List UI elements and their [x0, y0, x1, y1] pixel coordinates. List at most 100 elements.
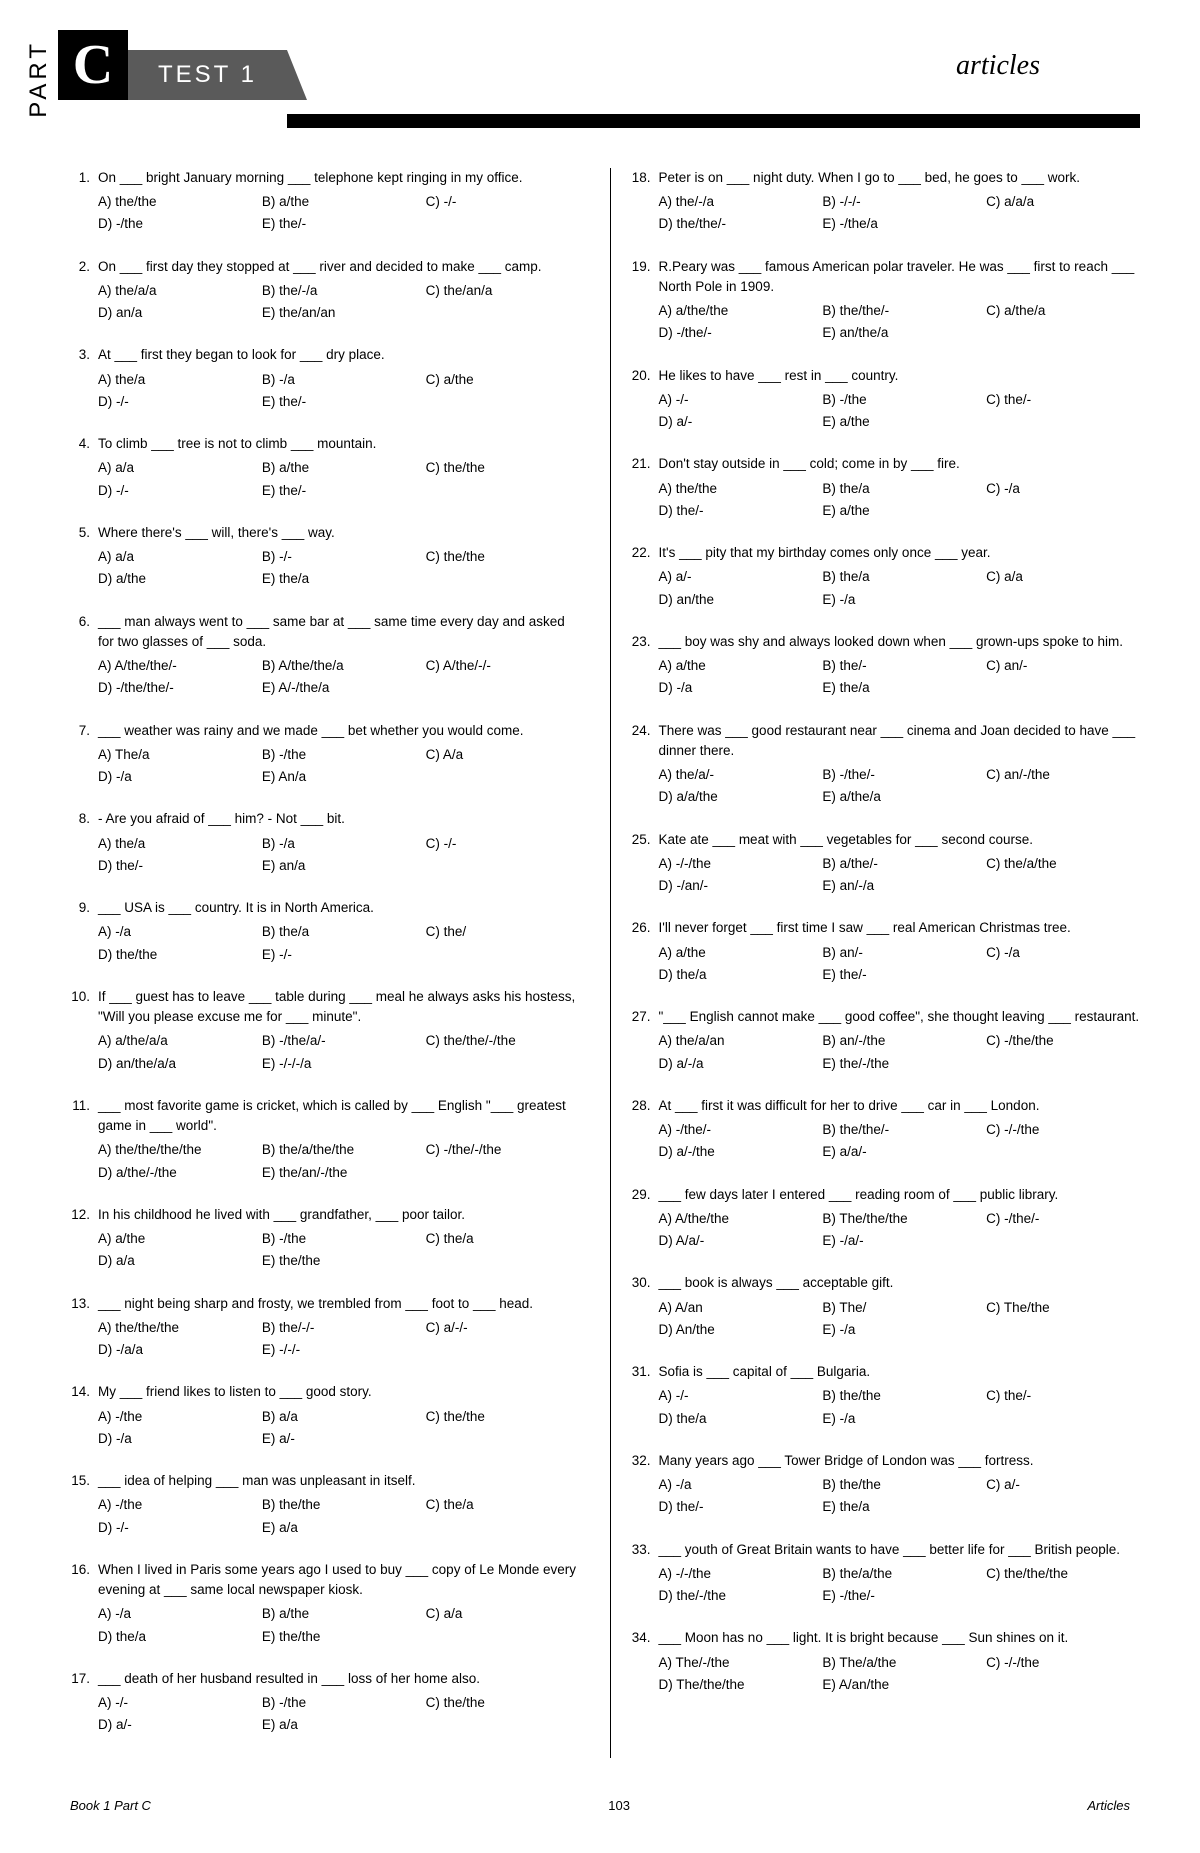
option: E) a/the — [822, 501, 976, 521]
question-number: 18. — [631, 168, 659, 235]
question-prompt: At ___ first it was difficult for her to… — [659, 1096, 1141, 1116]
question-number: 34. — [631, 1628, 659, 1695]
option: E) -/the/- — [822, 1586, 976, 1606]
option: A) the/the/the — [98, 1318, 252, 1338]
question: 22.It's ___ pity that my birthday comes … — [631, 543, 1141, 610]
option: E) An/a — [262, 767, 416, 787]
option: B) the/the — [822, 1386, 976, 1406]
option: A) a/a — [98, 458, 252, 478]
question: 21.Don't stay outside in ___ cold; come … — [631, 454, 1141, 521]
option: A) -/a — [659, 1475, 813, 1495]
options-grid: A) -/aB) the/aC) the/D) the/theE) -/- — [98, 922, 580, 965]
option: E) a/the/a — [822, 787, 976, 807]
options-grid: A) the/a/aB) the/-/aC) the/an/aD) an/aE)… — [98, 281, 580, 324]
question: 33.___ youth of Great Britain wants to h… — [631, 1540, 1141, 1607]
option: C) -/the/the — [986, 1031, 1140, 1051]
option: B) a/the/- — [822, 854, 976, 874]
question-body: In his childhood he lived with ___ grand… — [98, 1205, 580, 1272]
option: E) the/- — [822, 965, 976, 985]
option: C) The/the — [986, 1298, 1140, 1318]
question-prompt: ___ USA is ___ country. It is in North A… — [98, 898, 580, 918]
option: E) -/-/-/a — [262, 1054, 416, 1074]
content-columns: 1.On ___ bright January morning ___ tele… — [70, 168, 1140, 1758]
options-grid: A) -/-B) the/theC) the/-D) the/aE) -/a — [659, 1386, 1141, 1429]
left-column: 1.On ___ bright January morning ___ tele… — [70, 168, 580, 1758]
question-prompt: "___ English cannot make ___ good coffee… — [659, 1007, 1141, 1027]
option: C) the/the/-/the — [426, 1031, 580, 1051]
options-grid: A) -/-B) -/theC) the/-D) a/-E) a/the — [659, 390, 1141, 433]
option: A) the/a/an — [659, 1031, 813, 1051]
question-body: I'll never forget ___ first time I saw _… — [659, 918, 1141, 985]
question: 25.Kate ate ___ meat with ___ vegetables… — [631, 830, 1141, 897]
option: B) -/the — [822, 390, 976, 410]
question: 4.To climb ___ tree is not to climb ___ … — [70, 434, 580, 501]
option: D) -/the/- — [659, 323, 813, 343]
test-title: TEST 1 — [128, 50, 287, 100]
option: E) an/a — [262, 856, 416, 876]
option: B) the/a/the/the — [262, 1140, 416, 1160]
option: D) a/-/the — [659, 1142, 813, 1162]
question-prompt: ___ boy was shy and always looked down w… — [659, 632, 1141, 652]
question: 14.My ___ friend likes to listen to ___ … — [70, 1382, 580, 1449]
question-prompt: ___ night being sharp and frosty, we tre… — [98, 1294, 580, 1314]
question-body: If ___ guest has to leave ___ table duri… — [98, 987, 580, 1074]
question: 2.On ___ first day they stopped at ___ r… — [70, 257, 580, 324]
option: C) the/a — [426, 1495, 580, 1515]
question-prompt: ___ death of her husband resulted in ___… — [98, 1669, 580, 1689]
question-prompt: ___ few days later I entered ___ reading… — [659, 1185, 1141, 1205]
question-body: Where there's ___ will, there's ___ way.… — [98, 523, 580, 590]
option: E) the/- — [262, 481, 416, 501]
option: C) the/the — [426, 1693, 580, 1713]
question-number: 23. — [631, 632, 659, 699]
question-prompt: At ___ first they began to look for ___ … — [98, 345, 580, 365]
option: C) the/- — [986, 390, 1140, 410]
question-number: 12. — [70, 1205, 98, 1272]
option: A) -/- — [98, 1693, 252, 1713]
option: B) the/a — [262, 922, 416, 942]
footer-left: Book 1 Part C — [70, 1798, 151, 1813]
question-body: When I lived in Paris some years ago I u… — [98, 1560, 580, 1647]
question: 1.On ___ bright January morning ___ tele… — [70, 168, 580, 235]
question-body: There was ___ good restaurant near ___ c… — [659, 721, 1141, 808]
question-number: 5. — [70, 523, 98, 590]
option: D) the/the/- — [659, 214, 813, 234]
option: A) -/-/the — [659, 854, 813, 874]
options-grid: A) a/aB) a/theC) the/theD) -/-E) the/- — [98, 458, 580, 501]
option: A) -/the/- — [659, 1120, 813, 1140]
options-grid: A) -/-/theB) the/a/theC) the/the/theD) t… — [659, 1564, 1141, 1607]
question-number: 1. — [70, 168, 98, 235]
question-number: 11. — [70, 1096, 98, 1183]
question-body: My ___ friend likes to listen to ___ goo… — [98, 1382, 580, 1449]
option: D) -/a — [98, 767, 252, 787]
option: B) The/ — [822, 1298, 976, 1318]
option: A) the/the/the/the — [98, 1140, 252, 1160]
question-number: 22. — [631, 543, 659, 610]
option: B) the/-/- — [262, 1318, 416, 1338]
header-rule: articles — [287, 86, 1140, 128]
option: B) a/a — [262, 1407, 416, 1427]
question: 24.There was ___ good restaurant near __… — [631, 721, 1141, 808]
question-number: 20. — [631, 366, 659, 433]
question-number: 31. — [631, 1362, 659, 1429]
question-body: R.Peary was ___ famous American polar tr… — [659, 257, 1141, 344]
option: C) -/-/the — [986, 1653, 1140, 1673]
question-body: ___ most favorite game is cricket, which… — [98, 1096, 580, 1183]
options-grid: A) the/theB) a/theC) -/-D) -/theE) the/- — [98, 192, 580, 235]
option: A) the/-/a — [659, 192, 813, 212]
option: E) the/- — [262, 214, 416, 234]
question-body: ___ boy was shy and always looked down w… — [659, 632, 1141, 699]
option: C) the/a/the — [986, 854, 1140, 874]
option: A) -/the — [98, 1495, 252, 1515]
option: A) a/the/the — [659, 301, 813, 321]
question-prompt: I'll never forget ___ first time I saw _… — [659, 918, 1141, 938]
option: E) a/a/- — [822, 1142, 976, 1162]
option: E) the/the — [262, 1251, 416, 1271]
question-number: 26. — [631, 918, 659, 985]
options-grid: A) the/theB) the/aC) -/aD) the/-E) a/the — [659, 479, 1141, 522]
question-number: 13. — [70, 1294, 98, 1361]
question: 27."___ English cannot make ___ good cof… — [631, 1007, 1141, 1074]
question-number: 17. — [70, 1669, 98, 1736]
option: B) the/a — [822, 479, 976, 499]
option: C) an/- — [986, 656, 1140, 676]
option: E) -/a — [822, 1320, 976, 1340]
